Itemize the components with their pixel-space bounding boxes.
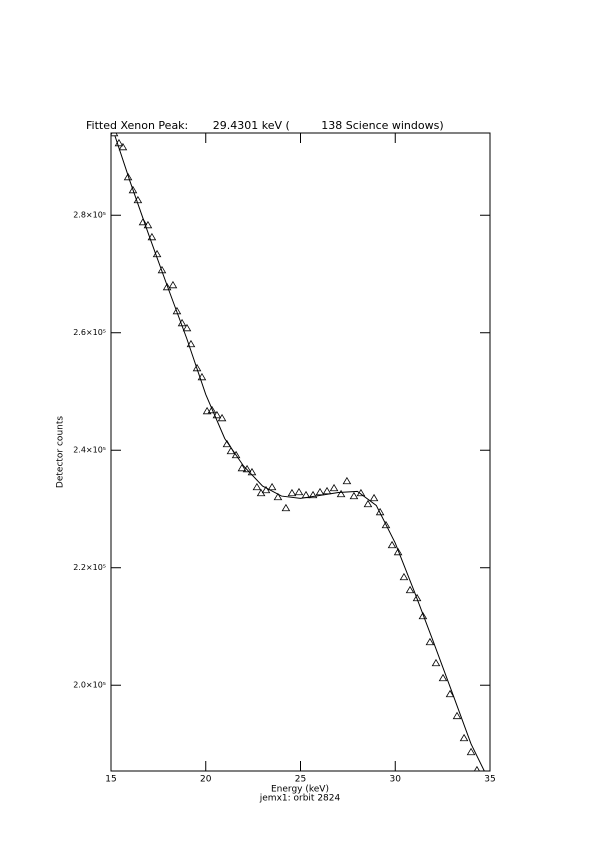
data-point [336, 489, 346, 498]
data-point [322, 486, 332, 495]
data-point [273, 492, 283, 501]
data-point [202, 406, 212, 415]
data-point [375, 507, 385, 516]
data-point [387, 540, 397, 549]
data-point [431, 658, 441, 667]
subtitle: jemx1: orbit 2824 [259, 794, 341, 804]
x-tick-label: 25 [295, 775, 306, 785]
data-point [369, 493, 379, 502]
data-point [168, 280, 178, 289]
data-point [399, 572, 409, 581]
data-point [172, 306, 182, 315]
data-point [261, 485, 271, 494]
data-point [147, 232, 157, 241]
chart-title: Fitted Xenon Peak: 29.4301 keV ( 138 Sci… [86, 119, 444, 132]
data-point [143, 220, 153, 229]
data-point [231, 450, 241, 459]
data-point [405, 585, 415, 594]
data-point [459, 733, 469, 742]
data-point [118, 142, 128, 151]
data-point [123, 172, 133, 181]
x-tick-label: 30 [390, 775, 402, 785]
data-point [381, 520, 391, 529]
data-point [267, 482, 277, 491]
data-point [342, 476, 352, 485]
y-tick-label: 2.4×10⁵ [73, 446, 106, 455]
data-point [242, 464, 252, 473]
data-point [393, 547, 403, 556]
data-point [452, 711, 462, 720]
data-point [217, 413, 227, 422]
data-point [157, 265, 167, 274]
y-axis-label: Detector counts [56, 416, 66, 488]
data-point [438, 673, 448, 682]
data-point [315, 487, 325, 496]
data-point [138, 217, 148, 226]
data-point [281, 503, 291, 512]
data-point [418, 611, 428, 620]
x-axis-label: Energy (keV) [271, 785, 329, 795]
x-tick-label: 20 [200, 775, 212, 785]
data-point [287, 488, 297, 497]
y-tick-label: 2.6×10⁵ [73, 328, 106, 337]
data-point [237, 463, 247, 472]
x-tick-label: 35 [484, 775, 495, 785]
data-point [445, 689, 455, 698]
y-tick-label: 2.8×10⁵ [73, 211, 106, 220]
data-point [294, 487, 304, 496]
data-point [329, 483, 339, 492]
data-point [252, 482, 262, 491]
data-point [212, 410, 222, 419]
plot-frame [110, 132, 491, 772]
data-point [466, 747, 476, 756]
data-point [192, 363, 202, 372]
data-point [473, 765, 480, 771]
data-point [128, 185, 138, 194]
data-point [162, 282, 172, 291]
data-point [207, 405, 217, 414]
data-point [349, 491, 359, 500]
y-tick-label: 2.2×10⁵ [73, 563, 106, 572]
plot-area [111, 133, 485, 771]
y-tick-label: 2.0×10⁵ [73, 681, 106, 690]
x-tick-label: 15 [105, 775, 116, 785]
data-point [363, 499, 373, 508]
data-point [186, 339, 196, 348]
data-point [412, 593, 422, 602]
data-point [425, 637, 435, 646]
data-point [182, 323, 192, 332]
data-point [111, 133, 119, 137]
data-point [308, 490, 318, 499]
fit-line [114, 135, 485, 771]
